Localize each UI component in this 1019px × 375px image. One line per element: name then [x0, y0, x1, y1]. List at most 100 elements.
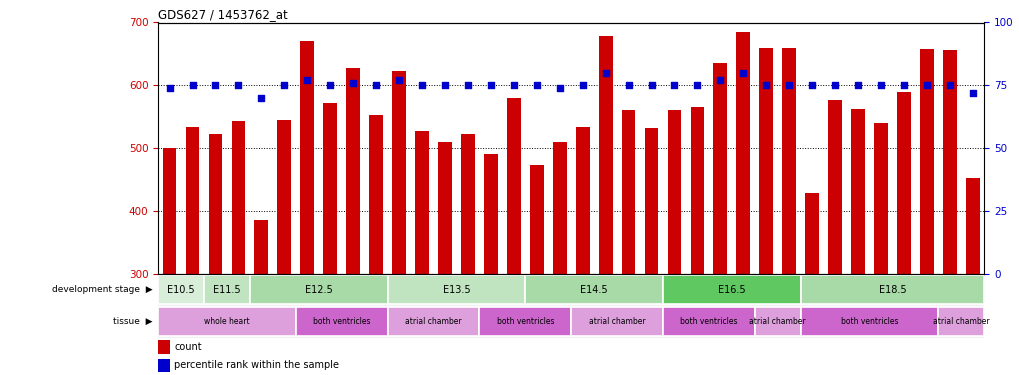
Text: E16.5: E16.5: [717, 285, 745, 295]
Bar: [800, 275, 983, 304]
Bar: [575, 128, 589, 274]
Point: [322, 82, 338, 88]
Bar: [255, 220, 268, 274]
Bar: [158, 340, 170, 354]
Bar: [736, 32, 749, 274]
Point: [368, 82, 384, 88]
Bar: [937, 307, 983, 336]
Bar: [387, 307, 479, 336]
Point: [803, 82, 819, 88]
Bar: [506, 98, 521, 274]
Bar: [158, 359, 170, 372]
Bar: [598, 36, 611, 274]
Point: [276, 82, 292, 88]
Bar: [415, 131, 428, 274]
Point: [597, 70, 613, 76]
Point: [826, 82, 843, 88]
Bar: [897, 92, 910, 274]
Bar: [438, 142, 451, 274]
Point: [161, 85, 177, 91]
Text: whole heart: whole heart: [204, 317, 250, 326]
Bar: [943, 50, 956, 274]
Bar: [483, 154, 497, 274]
Text: E11.5: E11.5: [213, 285, 240, 295]
Text: atrial chamber: atrial chamber: [405, 317, 462, 326]
Bar: [158, 275, 204, 304]
Bar: [250, 275, 387, 304]
Point: [253, 95, 269, 101]
Bar: [800, 307, 937, 336]
Text: E12.5: E12.5: [305, 285, 332, 295]
Bar: [758, 48, 772, 274]
Point: [757, 82, 773, 88]
Point: [528, 82, 544, 88]
Point: [941, 82, 957, 88]
Point: [574, 82, 590, 88]
Text: E10.5: E10.5: [167, 285, 195, 295]
Bar: [479, 307, 571, 336]
Point: [184, 82, 201, 88]
Bar: [231, 121, 246, 274]
Text: E14.5: E14.5: [580, 285, 607, 295]
Bar: [185, 128, 200, 274]
Bar: [827, 100, 841, 274]
Point: [964, 90, 980, 96]
Text: atrial chamber: atrial chamber: [749, 317, 805, 326]
Point: [551, 85, 568, 91]
Bar: [754, 307, 800, 336]
Bar: [666, 110, 681, 274]
Bar: [662, 275, 800, 304]
Point: [230, 82, 247, 88]
Bar: [277, 120, 291, 274]
Bar: [323, 103, 336, 274]
Text: both ventricles: both ventricles: [840, 317, 898, 326]
Bar: [919, 49, 933, 274]
Point: [918, 82, 934, 88]
Bar: [158, 307, 296, 336]
Point: [781, 82, 797, 88]
Bar: [163, 148, 176, 274]
Point: [643, 82, 659, 88]
Bar: [552, 142, 567, 274]
Point: [390, 77, 407, 83]
Bar: [391, 72, 406, 274]
Text: E18.5: E18.5: [877, 285, 906, 295]
Bar: [805, 194, 818, 274]
Bar: [346, 68, 360, 274]
Bar: [387, 275, 525, 304]
Text: atrial chamber: atrial chamber: [588, 317, 645, 326]
Text: both ventricles: both ventricles: [680, 317, 737, 326]
Bar: [461, 134, 474, 274]
Point: [849, 82, 865, 88]
Text: E13.5: E13.5: [442, 285, 470, 295]
Point: [460, 82, 476, 88]
Point: [436, 82, 452, 88]
Point: [505, 82, 522, 88]
Text: percentile rank within the sample: percentile rank within the sample: [174, 360, 339, 370]
Point: [414, 82, 430, 88]
Bar: [209, 134, 222, 274]
Bar: [530, 165, 543, 274]
Text: development stage  ▶: development stage ▶: [52, 285, 153, 294]
Text: both ventricles: both ventricles: [313, 317, 370, 326]
Bar: [525, 275, 662, 304]
Point: [872, 82, 889, 88]
Bar: [782, 48, 795, 274]
Text: GDS627 / 1453762_at: GDS627 / 1453762_at: [158, 8, 287, 21]
Bar: [644, 128, 658, 274]
Point: [711, 77, 728, 83]
Point: [665, 82, 682, 88]
Bar: [571, 307, 662, 336]
Bar: [873, 123, 887, 274]
Bar: [621, 110, 635, 274]
Bar: [296, 307, 387, 336]
Text: both ventricles: both ventricles: [496, 317, 553, 326]
Point: [299, 77, 315, 83]
Point: [689, 82, 705, 88]
Bar: [965, 178, 978, 274]
Point: [344, 80, 361, 86]
Bar: [301, 41, 314, 274]
Point: [207, 82, 223, 88]
Text: tissue  ▶: tissue ▶: [113, 317, 153, 326]
Bar: [369, 115, 382, 274]
